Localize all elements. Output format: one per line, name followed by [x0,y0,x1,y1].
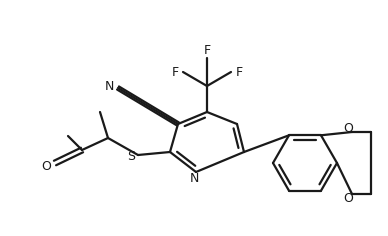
Text: O: O [343,122,353,135]
Text: F: F [236,66,242,79]
Text: S: S [127,149,135,163]
Text: F: F [171,66,178,79]
Text: O: O [343,191,353,205]
Text: N: N [104,80,114,93]
Text: F: F [203,45,211,58]
Text: N: N [189,172,199,185]
Text: O: O [41,160,51,173]
